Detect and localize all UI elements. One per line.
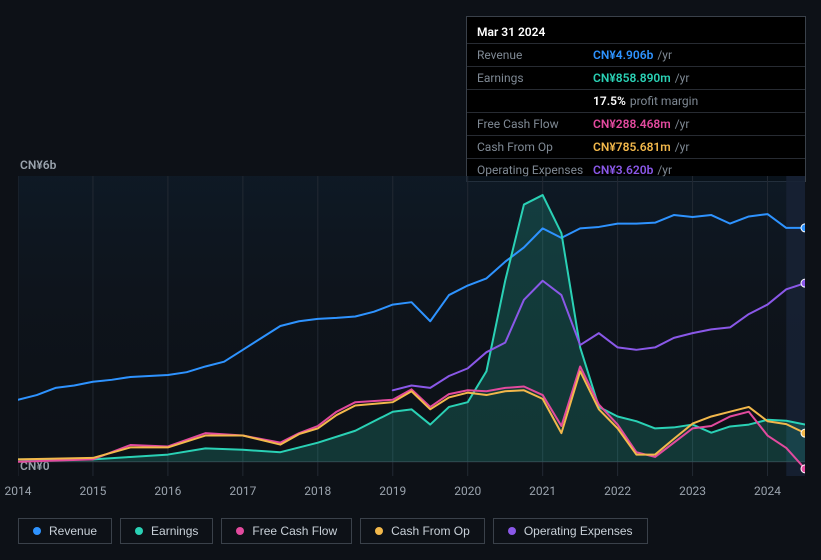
legend-item-revenue[interactable]: Revenue	[18, 518, 112, 544]
tooltip-row-value: 17.5%	[593, 94, 626, 108]
x-axis-tick: 2019	[379, 484, 406, 498]
x-axis-tick: 2023	[679, 484, 706, 498]
tooltip-date: Mar 31 2024	[467, 17, 805, 43]
x-axis-tick: 2015	[79, 484, 106, 498]
tooltip-row-value: CN¥785.681m	[593, 140, 671, 154]
tooltip-row-value: CN¥858.890m	[593, 71, 671, 85]
legend-item-label: Cash From Op	[391, 524, 470, 538]
legend-item-label: Earnings	[151, 524, 198, 538]
tooltip-row-label: Earnings	[477, 71, 593, 85]
legend-item-label: Operating Expenses	[524, 524, 633, 538]
y-axis-top-label: CN¥6b	[20, 158, 56, 172]
x-axis-tick: 2018	[304, 484, 331, 498]
legend-item-cash-from-op[interactable]: Cash From Op	[360, 518, 485, 544]
legend-item-label: Revenue	[49, 524, 97, 538]
legend-dot-icon	[135, 527, 143, 535]
tooltip-row-label: Revenue	[477, 48, 593, 62]
tooltip-row-label: Operating Expenses	[477, 163, 593, 177]
x-axis-tick: 2020	[454, 484, 481, 498]
legend-dot-icon	[33, 527, 41, 535]
legend-item-label: Free Cash Flow	[252, 524, 337, 538]
x-axis-tick: 2024	[754, 484, 781, 498]
x-axis-tick: 2016	[154, 484, 181, 498]
tooltip-row-value: CN¥288.468m	[593, 117, 671, 131]
legend-dot-icon	[375, 527, 383, 535]
x-axis-ticks: 2014201520162017201820192020202120222023…	[18, 484, 805, 500]
tooltip-row-suffix: /yr	[675, 140, 690, 154]
tooltip-row-suffix: /yr	[675, 71, 690, 85]
tooltip-row-value: CN¥4.906b	[593, 48, 653, 62]
legend-dot-icon	[508, 527, 516, 535]
line-area-chart[interactable]	[18, 176, 805, 476]
legend-item-operating-expenses[interactable]: Operating Expenses	[493, 518, 648, 544]
legend-item-earnings[interactable]: Earnings	[120, 518, 213, 544]
tooltip-row-value: CN¥3.620b	[593, 163, 653, 177]
x-axis-tick: 2014	[5, 484, 32, 498]
legend: Revenue Earnings Free Cash Flow Cash From O…	[18, 518, 648, 544]
tooltip-row-label	[477, 94, 593, 108]
legend-item-free-cash-flow[interactable]: Free Cash Flow	[221, 518, 352, 544]
x-axis-tick: 2021	[529, 484, 556, 498]
tooltip-row-label: Cash From Op	[477, 140, 593, 154]
tooltip-row: EarningsCN¥858.890m/yr	[467, 66, 805, 89]
x-axis-tick: 2022	[604, 484, 631, 498]
x-axis-tick: 2017	[229, 484, 256, 498]
tooltip-row: RevenueCN¥4.906b/yr	[467, 43, 805, 66]
tooltip-row: Cash From OpCN¥785.681m/yr	[467, 135, 805, 158]
tooltip-row-suffix: profit margin	[630, 94, 698, 108]
tooltip-row-label: Free Cash Flow	[477, 117, 593, 131]
tooltip-row: 17.5% profit margin	[467, 89, 805, 112]
tooltip-row-suffix: /yr	[657, 48, 672, 62]
tooltip-card: Mar 31 2024 RevenueCN¥4.906b/yrEarningsC…	[466, 16, 806, 182]
tooltip-row-suffix: /yr	[657, 163, 672, 177]
tooltip-row: Free Cash FlowCN¥288.468m/yr	[467, 112, 805, 135]
legend-dot-icon	[236, 527, 244, 535]
tooltip-row-suffix: /yr	[675, 117, 690, 131]
